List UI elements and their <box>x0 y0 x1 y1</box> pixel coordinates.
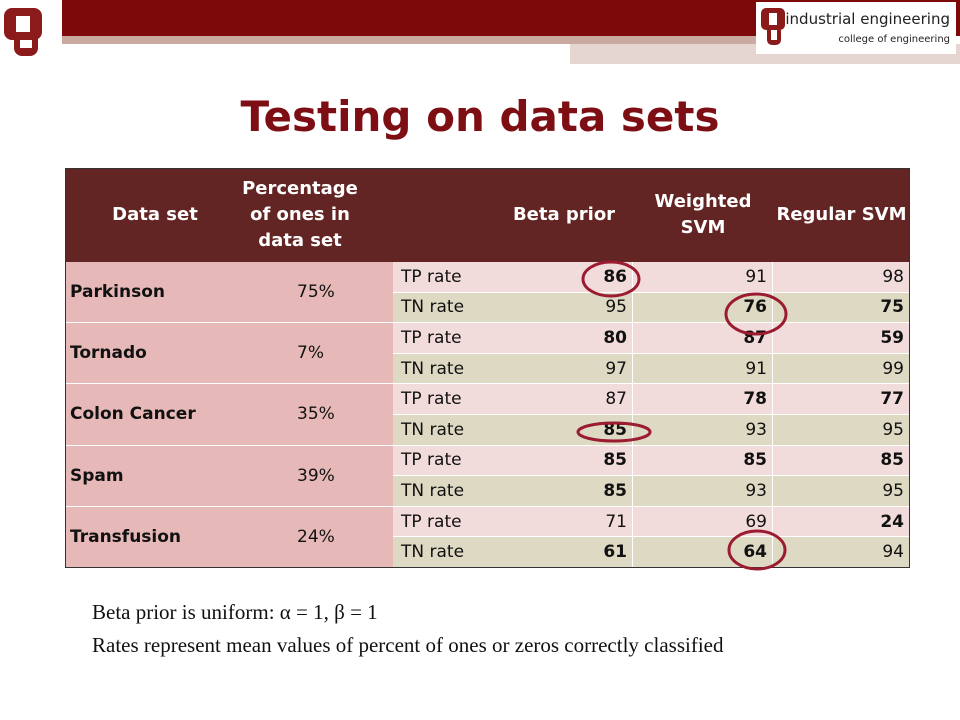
dataset-name: Parkinson <box>65 262 245 324</box>
rate-value: 86 <box>495 262 633 293</box>
percentage: 7% <box>245 323 393 385</box>
rate-label: TP rate <box>393 445 495 477</box>
rate-label: TP rate <box>393 323 495 354</box>
dataset-name: Transfusion <box>65 506 245 568</box>
rate-value: 80 <box>495 323 633 354</box>
rate-label: TP rate <box>393 506 495 538</box>
column-header: Regular SVM <box>773 168 910 262</box>
rate-value: 85 <box>495 476 633 507</box>
rate-value: 85 <box>495 445 633 477</box>
percentage: 24% <box>245 506 393 568</box>
column-header: Percentage of ones in data set <box>225 168 375 262</box>
rate-value: 87 <box>495 384 633 415</box>
rate-value: 91 <box>633 262 773 293</box>
rate-value: 69 <box>633 506 773 538</box>
rate-value: 91 <box>633 353 773 385</box>
percentage: 35% <box>245 384 393 446</box>
dept-logo-bg <box>756 2 956 54</box>
rate-value: 95 <box>773 415 910 446</box>
rate-value: 94 <box>773 537 910 568</box>
rate-value: 59 <box>773 323 910 354</box>
column-header: Data set <box>65 168 245 262</box>
percentage: 39% <box>245 445 393 507</box>
rate-value: 64 <box>633 537 773 568</box>
rate-value: 61 <box>495 537 633 568</box>
rate-value: 77 <box>773 384 910 415</box>
rate-value: 78 <box>633 384 773 415</box>
rate-label: TN rate <box>393 292 495 324</box>
top-stripe <box>60 36 760 44</box>
rate-label: TN rate <box>393 353 495 385</box>
rate-value: 87 <box>633 323 773 354</box>
slide-title: Testing on data sets <box>240 92 719 141</box>
rate-value: 99 <box>773 353 910 385</box>
rate-value: 85 <box>633 445 773 477</box>
note: Rates represent mean values of percent o… <box>92 633 724 657</box>
rate-value: 95 <box>495 292 633 324</box>
rate-value: 85 <box>495 415 633 446</box>
rate-value: 95 <box>773 476 910 507</box>
rate-label: TN rate <box>393 415 495 446</box>
dept-logo-mark <box>761 8 785 45</box>
ou-logo <box>4 8 42 40</box>
rate-label: TP rate <box>393 262 495 293</box>
rate-value: 97 <box>495 353 633 385</box>
rate-value: 75 <box>773 292 910 324</box>
percentage: 75% <box>245 262 393 324</box>
dataset-name: Tornado <box>65 323 245 385</box>
rate-label: TP rate <box>393 384 495 415</box>
column-header: Weighted SVM <box>633 168 773 262</box>
rate-label: TN rate <box>393 476 495 507</box>
dataset-name: Spam <box>65 445 245 507</box>
rate-value: 76 <box>633 292 773 324</box>
rate-label: TN rate <box>393 537 495 568</box>
rate-value: 71 <box>495 506 633 538</box>
rate-value: 85 <box>773 445 910 477</box>
logo-subtitle: college of engineering <box>838 34 950 45</box>
rate-value: 24 <box>773 506 910 538</box>
ou-logo <box>14 36 38 56</box>
rate-value: 93 <box>633 476 773 507</box>
rate-value: 98 <box>773 262 910 293</box>
column-header: Beta prior <box>495 168 633 262</box>
rate-value: 93 <box>633 415 773 446</box>
note: Beta prior is uniform: α = 1, β = 1 <box>92 600 378 624</box>
logo-title: industrial engineering <box>785 10 950 28</box>
dataset-name: Colon Cancer <box>65 384 245 446</box>
